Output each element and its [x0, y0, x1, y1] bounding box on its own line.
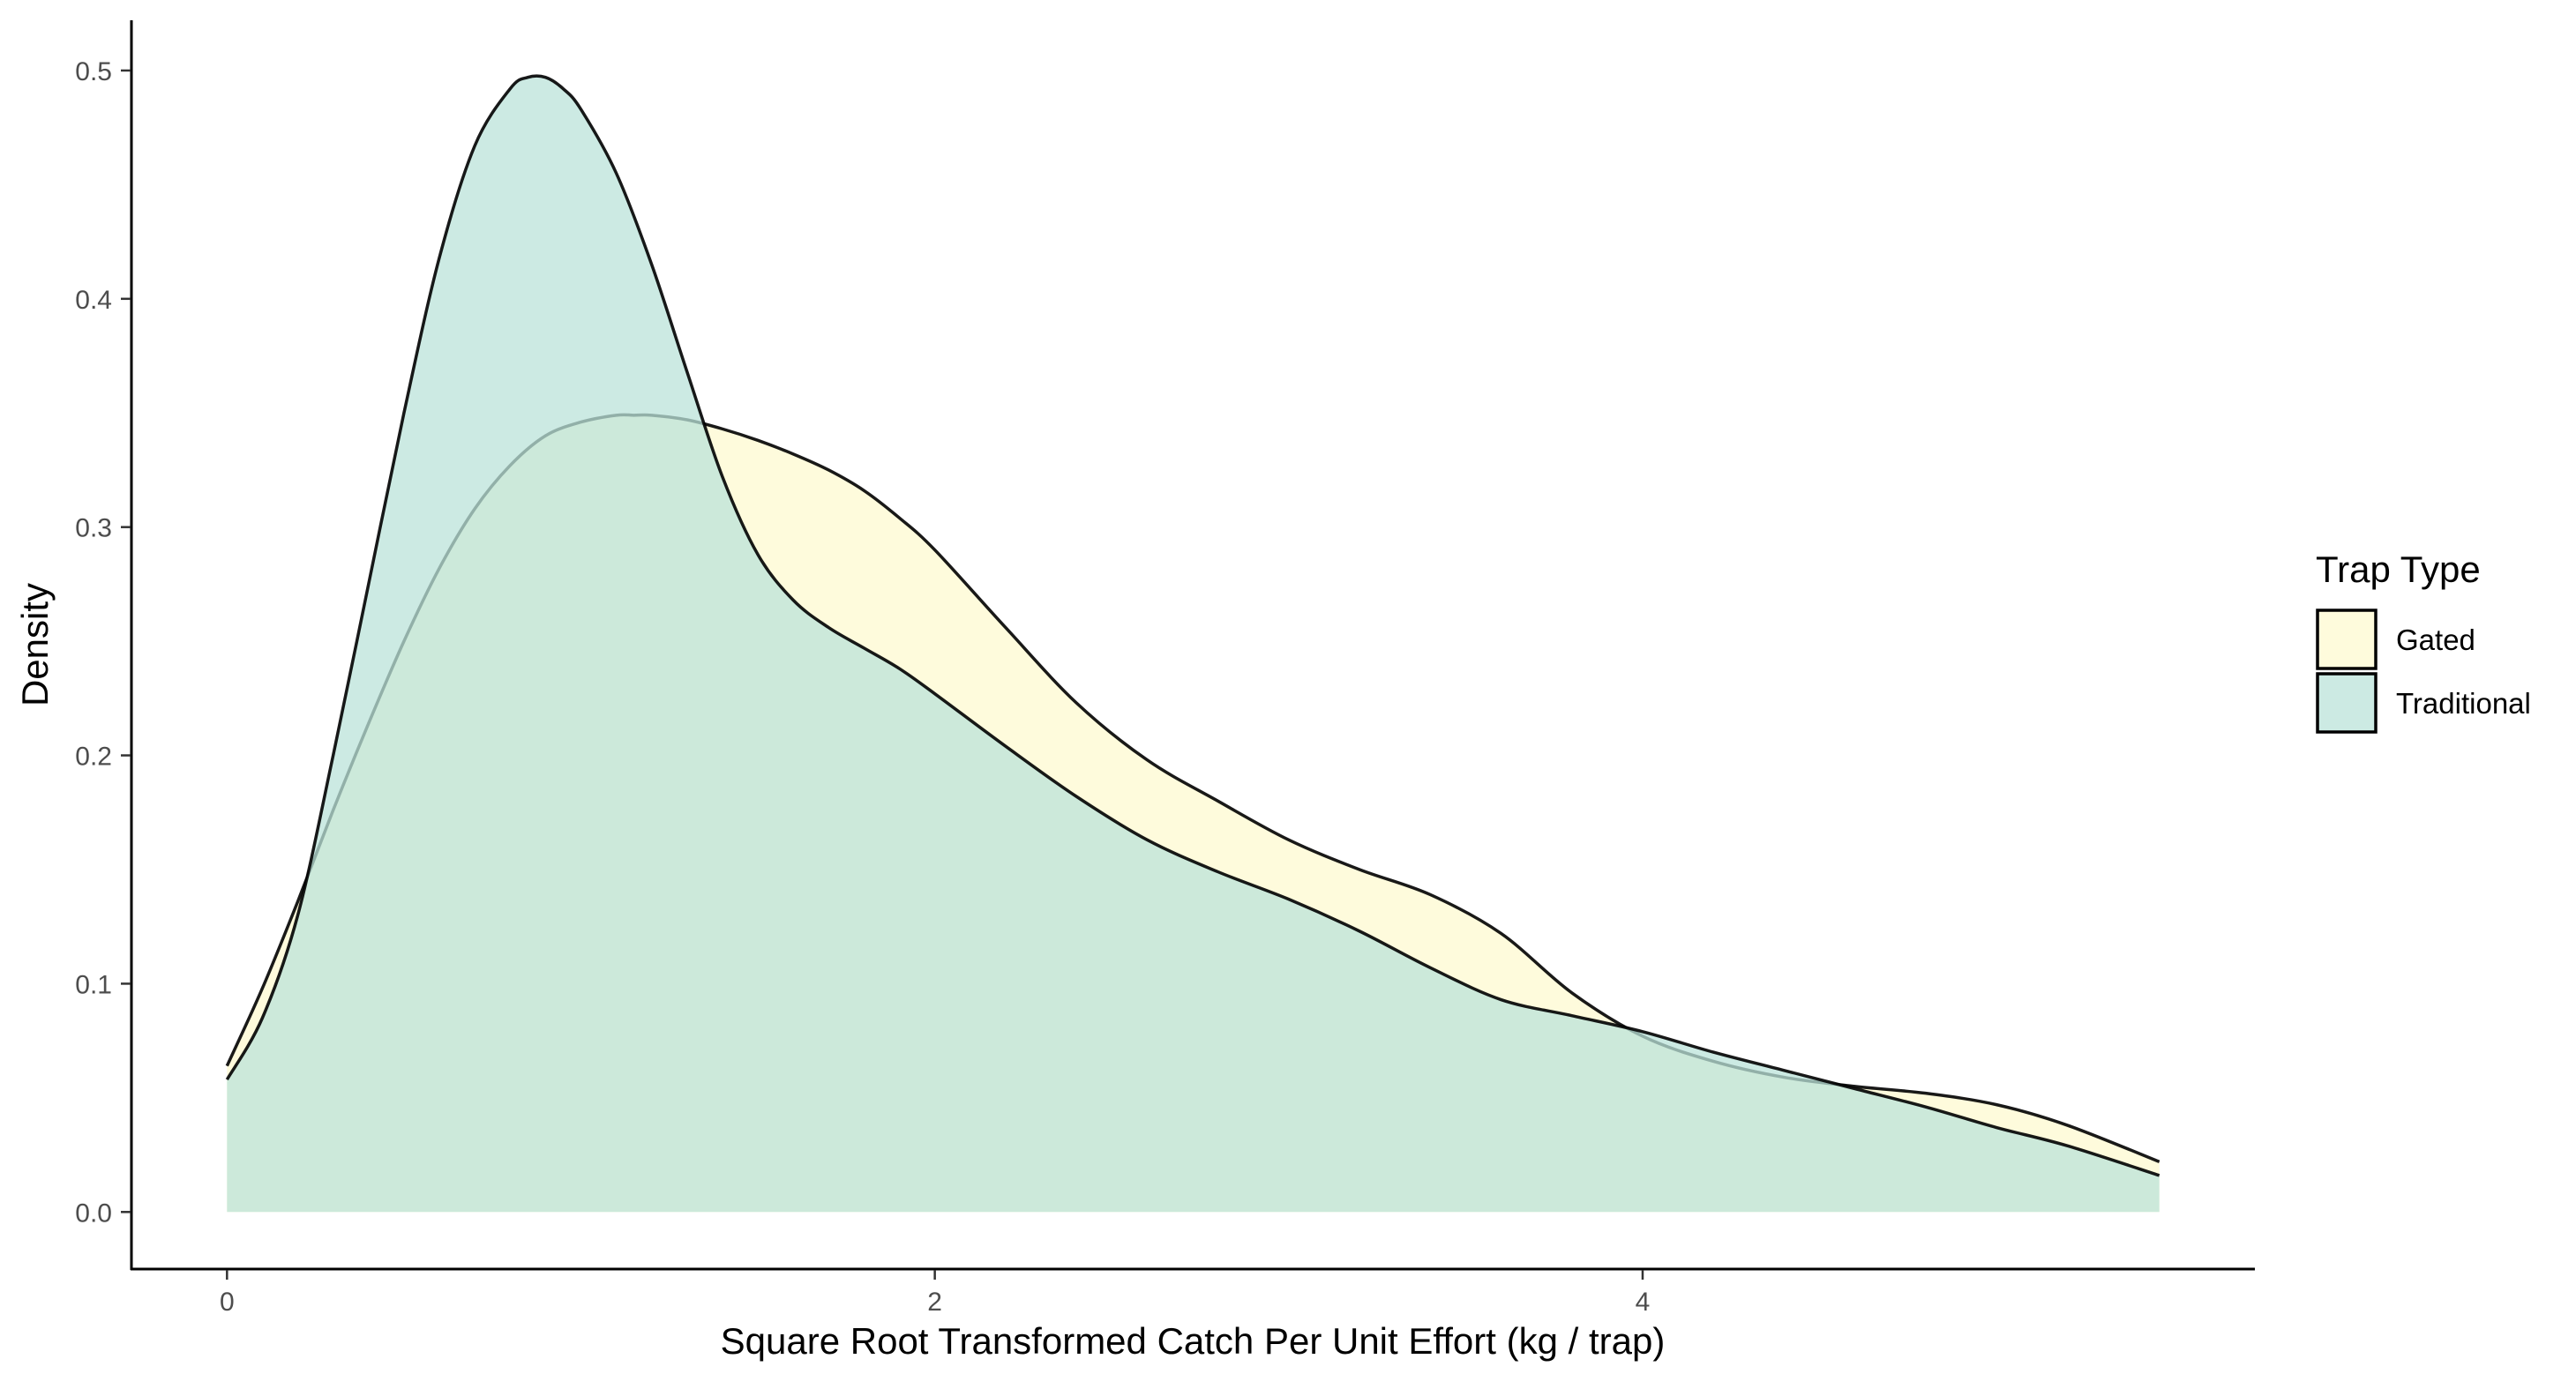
y-tick-label: 0.4: [75, 286, 112, 315]
x-tick-label: 0: [220, 1288, 235, 1317]
x-ticks: 0 2 4: [220, 1270, 1650, 1317]
density-line-traditional: [225, 74, 2160, 1177]
y-tick-label: 0.1: [75, 970, 112, 999]
legend-entries: Gated Traditional: [2316, 609, 2531, 734]
legend-label-gated: Gated: [2396, 624, 2475, 656]
x-axis-title: Square Root Transformed Catch Per Unit E…: [721, 1320, 1666, 1362]
x-tick-label: 4: [1636, 1288, 1651, 1317]
legend-key-gated: [2316, 609, 2378, 670]
y-tick-label: 0.3: [75, 514, 112, 543]
density-area-traditional: [227, 76, 2160, 1213]
y-tick-label: 0.2: [75, 743, 112, 772]
legend-label-traditional: Traditional: [2396, 687, 2531, 720]
y-tick-label: 0.0: [75, 1199, 112, 1228]
legend-title: Trap Type: [2316, 549, 2481, 590]
series-layer: [225, 74, 2160, 1213]
y-axis-title: Density: [14, 583, 56, 706]
legend: Trap Type Gated Traditional: [2316, 549, 2531, 734]
y-ticks: 0.0 0.1 0.2 0.3 0.4 0.5: [75, 57, 131, 1228]
x-tick-label: 2: [927, 1288, 942, 1317]
y-tick-label: 0.5: [75, 57, 112, 86]
legend-key-traditional: [2316, 672, 2378, 734]
